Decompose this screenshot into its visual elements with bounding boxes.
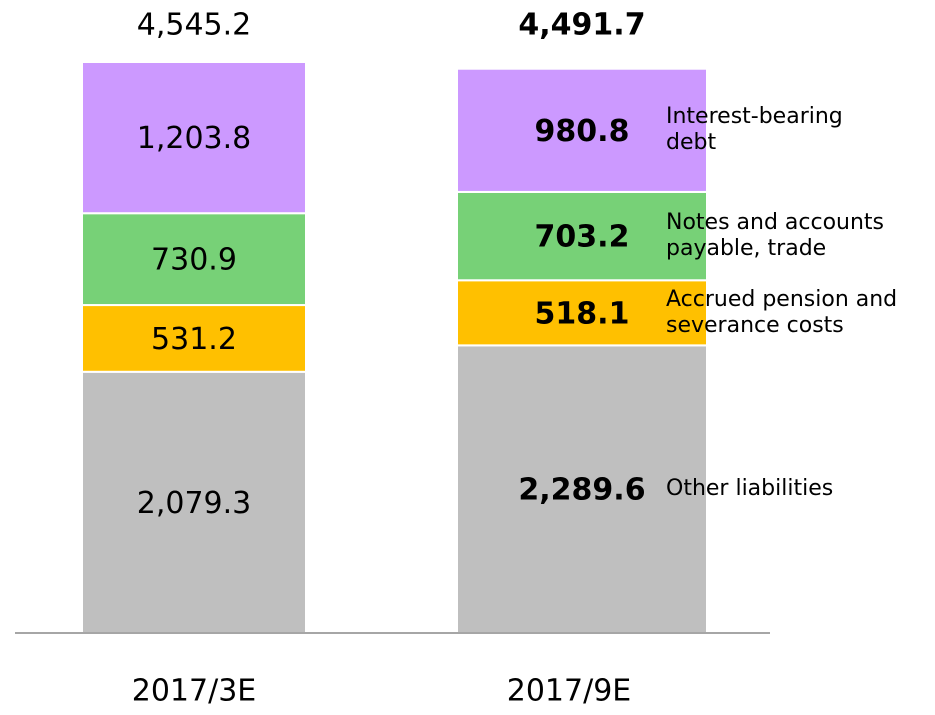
- legend-label: Accrued pension and severance costs: [666, 286, 898, 338]
- bar-segment: [81, 212, 307, 307]
- legend-label: Other liabilities: [666, 476, 834, 502]
- total-label: 4,491.7: [518, 8, 645, 43]
- bar-segment: [456, 190, 708, 282]
- bar-segment: [81, 61, 307, 215]
- data-label: 2,079.3: [137, 486, 252, 521]
- data-label: 2,289.6: [518, 473, 645, 508]
- x-tick-label: 2017/3E: [132, 674, 257, 709]
- bar-segment: [456, 67, 708, 193]
- x-tick-label: 2017/9E: [507, 674, 632, 709]
- legend-label: Interest-bearing debt: [666, 104, 843, 156]
- bar-segment: [456, 344, 708, 634]
- data-label: 980.8: [535, 114, 630, 149]
- data-label: 518.1: [535, 296, 630, 331]
- data-label: 703.2: [535, 220, 630, 255]
- bar-segment: [81, 370, 307, 634]
- bar-segment: [456, 279, 708, 347]
- total-label: 4,545.2: [137, 8, 252, 43]
- data-label: 1,203.8: [137, 121, 252, 156]
- data-label: 730.9: [151, 243, 237, 278]
- legend-label: Notes and accounts payable, trade: [666, 210, 885, 262]
- data-label: 531.2: [151, 322, 237, 357]
